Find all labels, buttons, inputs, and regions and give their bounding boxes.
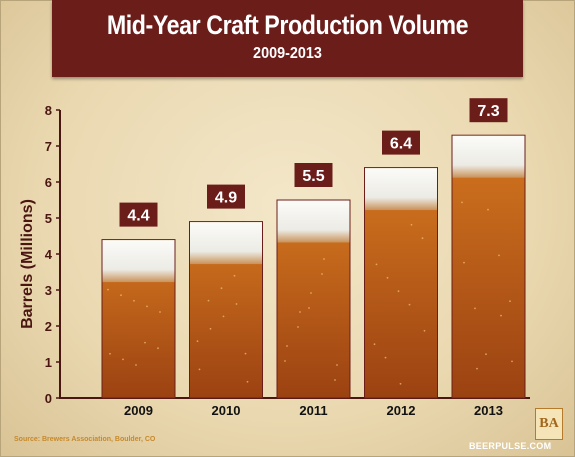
- bar-foam: [102, 240, 175, 283]
- bar-bubble: [144, 341, 146, 344]
- value-label: 4.4: [127, 208, 149, 225]
- category-label: 2012: [387, 403, 416, 418]
- y-tick-label: 4: [45, 247, 53, 262]
- bar-layer: 4.4 2009 4.9 2010 5.5 2011 6.4 2012 7.3 2013: [101, 98, 526, 418]
- watermark: BEERPULSE.COM: [469, 441, 552, 451]
- bar-foam: [365, 168, 437, 211]
- bar-group: 4.4 2009: [101, 202, 176, 418]
- bar-bubble: [198, 368, 201, 371]
- value-label: 4.9: [215, 190, 237, 207]
- value-label-box: [207, 184, 245, 209]
- bar-bubble: [133, 299, 135, 302]
- bar-bubble: [246, 380, 249, 383]
- bar: [451, 134, 526, 399]
- y-tick-label: 6: [45, 175, 52, 190]
- bar-bubble: [207, 299, 210, 302]
- value-label-box: [469, 98, 508, 123]
- bar-bubble: [321, 273, 323, 275]
- y-tick-label: 2: [45, 319, 52, 334]
- bar-bubble: [334, 379, 336, 381]
- bar-bubble: [461, 201, 463, 204]
- bar-bubble: [474, 307, 476, 310]
- bar-bubble: [498, 254, 500, 257]
- bar-bubble: [308, 307, 310, 309]
- chart-subtitle: 2009-2013: [253, 45, 322, 62]
- value-label: 5.5: [302, 168, 324, 185]
- bar-bubble: [384, 356, 387, 359]
- value-label: 7.3: [477, 103, 499, 120]
- bar-bubble: [336, 364, 338, 366]
- bar-bubble: [487, 208, 489, 211]
- bar-group: 4.9 2010: [189, 184, 263, 418]
- bar-bubble: [421, 237, 424, 240]
- category-label: 2010: [212, 403, 241, 418]
- bar-group: 7.3 2013: [451, 98, 526, 418]
- bar-bubble: [463, 261, 465, 264]
- bar-bubble: [399, 382, 402, 385]
- bar-bubble: [408, 303, 411, 306]
- bar-bubble: [233, 274, 236, 277]
- bar-bubble: [476, 367, 478, 370]
- bar-bubble: [500, 314, 502, 317]
- brewers-association-logo: BA: [535, 408, 563, 440]
- bar-bubble: [375, 263, 378, 266]
- y-tick-label: 5: [45, 211, 52, 226]
- chart-title: Mid-Year Craft Production Volume: [106, 10, 469, 40]
- y-tick-label: 3: [45, 283, 52, 298]
- bar-bubble: [299, 311, 301, 313]
- bar-bubble: [310, 292, 312, 294]
- bar-bubble: [323, 258, 325, 260]
- y-tick-label: 0: [45, 391, 52, 406]
- value-label: 6.4: [390, 136, 412, 153]
- bar-bubble: [120, 294, 122, 297]
- bar-bubble: [410, 223, 413, 226]
- bar-group: 6.4 2012: [364, 130, 438, 418]
- bar-foam: [277, 200, 350, 243]
- category-label: 2009: [124, 403, 153, 418]
- bar-bubble: [135, 364, 137, 366]
- bar-bubble: [244, 352, 247, 355]
- bar-bubble: [397, 290, 400, 293]
- y-axis-title: Barrels (Millions): [19, 199, 36, 329]
- bar-bubble: [386, 276, 389, 279]
- bar-bubble: [196, 340, 199, 343]
- value-label-box: [382, 130, 420, 155]
- bar-bubble: [297, 326, 299, 328]
- y-tick-label: 8: [45, 103, 52, 118]
- bar-bubble: [220, 287, 223, 290]
- y-tick-label: 7: [45, 139, 52, 154]
- bar-bubble: [511, 360, 513, 363]
- category-label: 2013: [474, 403, 503, 418]
- bar-group: 5.5 2011: [276, 163, 351, 418]
- bar-bubble: [485, 353, 487, 356]
- bar-bubble: [146, 305, 148, 308]
- bar-bubble: [423, 329, 426, 332]
- bar-bubble: [157, 347, 159, 350]
- value-label-box: [119, 202, 158, 227]
- y-tick-label: 1: [45, 355, 52, 370]
- bar-bubble: [284, 360, 286, 362]
- bar-bubble: [122, 358, 124, 361]
- bar-bubble: [286, 345, 288, 347]
- bar-bubble: [222, 315, 225, 318]
- bar-bubble: [159, 311, 161, 313]
- value-label-box: [294, 163, 333, 187]
- source-note: Source: Brewers Association, Boulder, CO: [14, 436, 156, 443]
- bar-bubble: [373, 343, 376, 346]
- bar-bubble: [209, 327, 212, 330]
- category-label: 2011: [299, 403, 327, 418]
- bar-bubble: [109, 352, 111, 355]
- bar-foam: [452, 135, 525, 178]
- bar-bubble: [509, 300, 511, 303]
- title-banner: Mid-Year Craft Production Volume 2009-20…: [52, 0, 523, 77]
- bar-bubble: [235, 303, 238, 305]
- bar-foam: [190, 222, 262, 265]
- bar-bubble: [107, 288, 109, 291]
